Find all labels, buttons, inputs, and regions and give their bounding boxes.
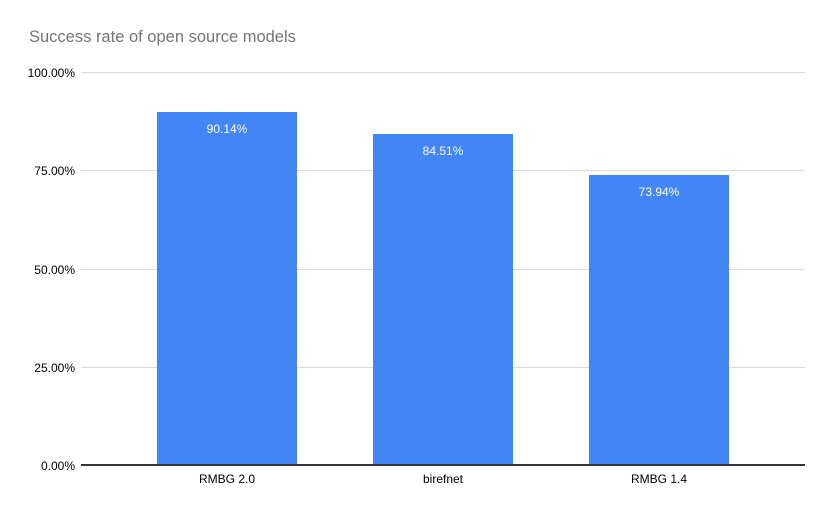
chart-title: Success rate of open source models [29,28,296,46]
y-tick-label: 25.00% [34,360,75,375]
y-axis: 0.00% 25.00% 50.00% 75.00% 100.00% [0,66,75,473]
bars-container: 90.14% 84.51% 73.94% [81,73,805,466]
x-tick-label: RMBG 2.0 [198,472,255,486]
bar-value-label: 90.14% [206,121,248,136]
x-axis: RMBG 2.0 birefnet RMBG 1.4 [81,466,805,486]
y-tick-label: 75.00% [34,164,75,179]
bar-birefnet: 84.51% [373,133,513,466]
bar-value-label: 84.51% [422,143,464,158]
y-tick-label: 0.00% [40,459,75,473]
plot-area: 90.14% 84.51% 73.94% [81,72,805,466]
x-tick-label: RMBG 1.4 [630,472,687,486]
y-tick-label: 50.00% [34,262,75,277]
gridline [81,72,805,73]
bar-RMBG 1.4: 73.94% [589,175,729,466]
y-tick-label: 100.00% [27,66,75,80]
bar-RMBG 2.0: 90.14% [157,111,297,466]
x-tick-label: birefnet [422,472,464,486]
x-axis-line [81,464,805,466]
bar-value-label: 73.94% [638,185,680,200]
